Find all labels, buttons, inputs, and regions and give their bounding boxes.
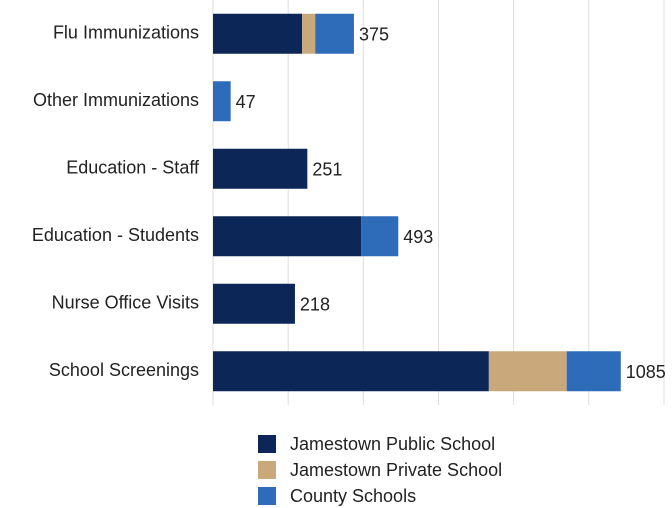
total-label: 493 xyxy=(403,227,433,247)
total-label: 251 xyxy=(312,160,342,180)
y-tick-label: Education - Students xyxy=(32,225,199,245)
legend-label: Jamestown Public School xyxy=(290,434,495,454)
bar-segment xyxy=(566,351,621,392)
legend-swatch xyxy=(258,435,276,453)
y-tick-label: Education - Staff xyxy=(66,158,200,178)
bar-segment xyxy=(213,283,295,324)
bar-segment xyxy=(213,81,231,122)
legend-swatch xyxy=(258,487,276,505)
y-tick-label: Flu Immunizations xyxy=(53,23,199,43)
bar-segment xyxy=(488,351,567,392)
bar-segment xyxy=(213,13,303,54)
total-label: 218 xyxy=(300,295,330,315)
legend-label: County Schools xyxy=(290,486,416,506)
total-label: 47 xyxy=(236,92,256,112)
bar-segment xyxy=(213,216,362,257)
bar-segment xyxy=(213,148,308,189)
legend-label: Jamestown Private School xyxy=(290,460,502,480)
legend-swatch xyxy=(258,461,276,479)
total-label: 1085 xyxy=(626,362,666,382)
total-label: 375 xyxy=(359,25,389,45)
bar-segment xyxy=(213,351,489,392)
bar-segment xyxy=(361,216,399,257)
y-tick-label: Nurse Office Visits xyxy=(52,293,199,313)
bar-segment xyxy=(315,13,354,54)
y-tick-label: Other Immunizations xyxy=(33,90,199,110)
y-tick-label: School Screenings xyxy=(49,360,199,380)
bar-segment xyxy=(302,13,316,54)
